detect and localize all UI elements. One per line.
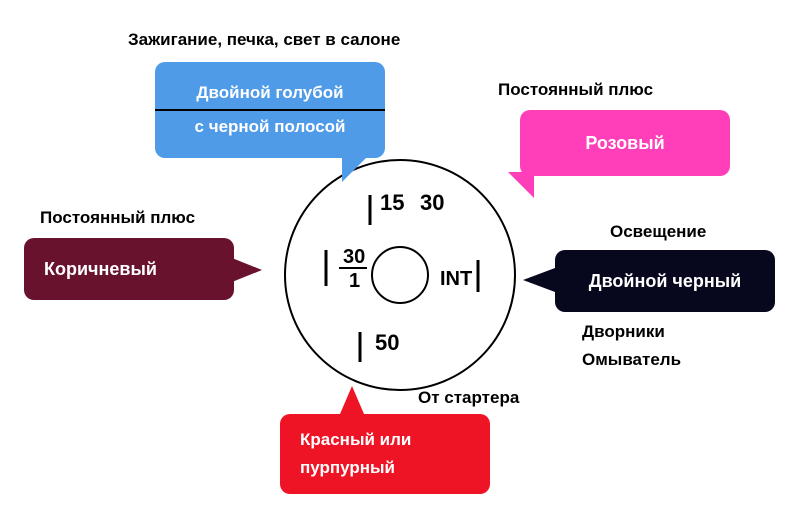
brown-line-1: Коричневый [38,255,220,284]
svg-text:50: 50 [375,330,399,355]
pink-callout: Розовый [520,110,730,176]
red-outer-label: От стартера [418,388,519,408]
svg-text:INT: INT [440,268,472,290]
svg-text:15: 15 [380,190,404,215]
black-outer-bottom-1: Дворники [582,322,665,342]
pink-outer-label: Постоянный плюс [498,80,653,100]
svg-text:1: 1 [349,270,360,292]
blue-line-2: с черной полосой [169,113,371,141]
svg-text:30: 30 [420,190,444,215]
red-line-1: Красный или [294,426,476,454]
svg-text:30: 30 [343,246,365,268]
red-callout: Красный или пурпурный [280,414,490,494]
black-tail [523,268,555,292]
blue-outer-label: Зажигание, печка, свет в салоне [128,30,400,50]
red-tail [340,386,364,414]
brown-outer-label: Постоянный плюс [40,208,195,228]
brown-tail [232,258,262,282]
black-outer-top-label: Освещение [610,222,706,242]
blue-callout: Двойной голубой с черной полосой [155,62,385,158]
red-line-2: пурпурный [294,454,476,482]
black-outer-bottom-2: Омыватель [582,350,681,370]
blue-sep [155,109,385,111]
pink-line-1: Розовый [534,129,716,158]
black-callout: Двойной черный [555,250,775,312]
diagram-stage: 1530301INT50 Зажигание, печка, свет в са… [0,0,800,515]
blue-tail [342,156,368,182]
blue-line-1: Двойной голубой [169,79,371,107]
pink-tail [508,172,534,198]
black-line-1: Двойной черный [569,267,761,296]
brown-callout: Коричневый [24,238,234,300]
